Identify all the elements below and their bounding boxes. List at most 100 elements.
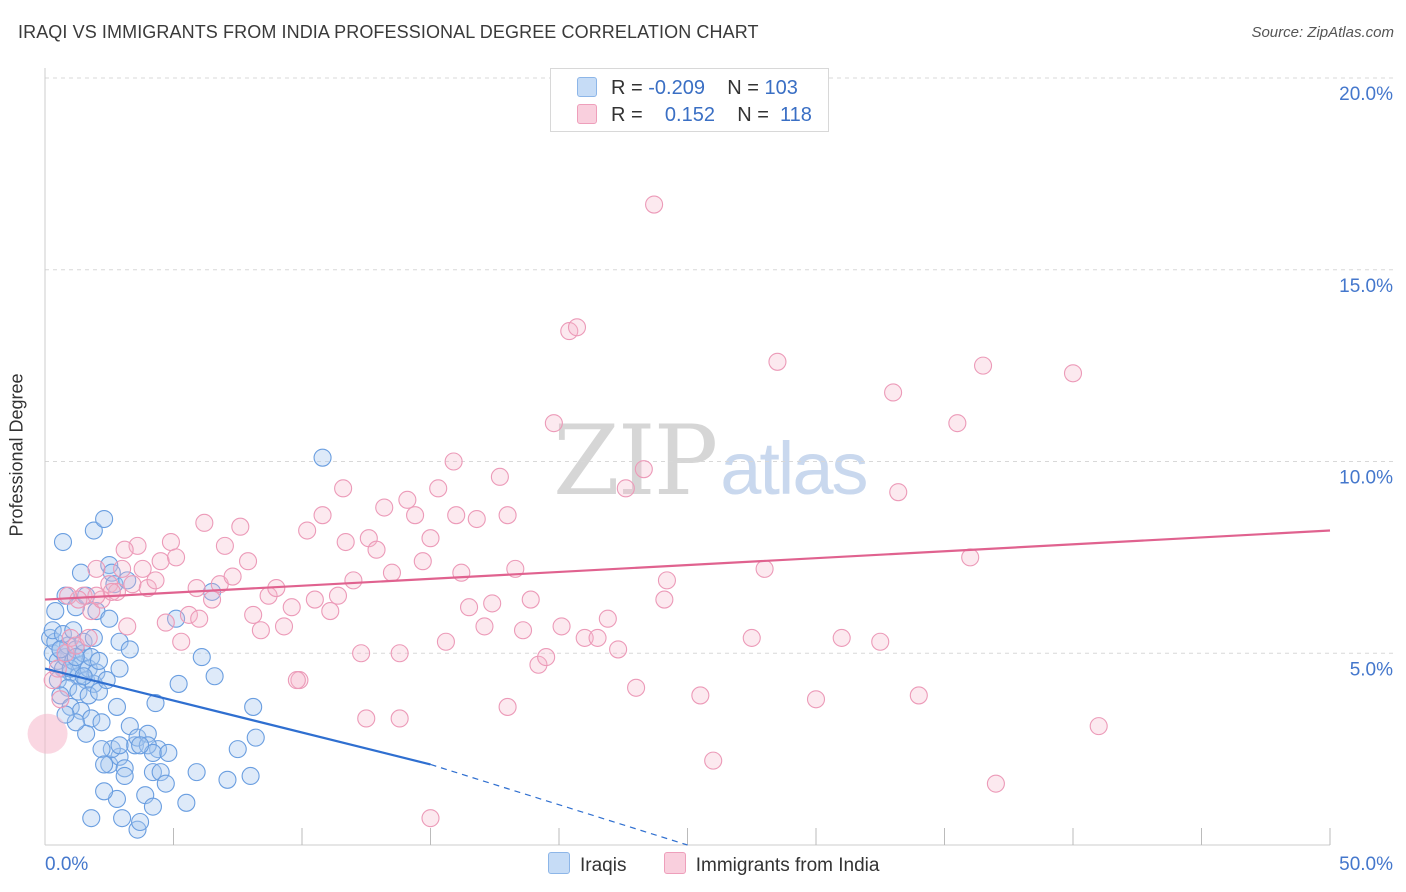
india-point: [156, 613, 175, 632]
india-trend-line: [44, 529, 1331, 601]
watermark: ZIPatlas: [553, 405, 869, 517]
series-legend: Iraqis Immigrants from India: [548, 852, 911, 877]
india-swatch: [663, 852, 686, 874]
correlation-legend: R = -0.209 N = 103 R = 0.152 N = 118: [550, 68, 829, 132]
iraqis-point: [143, 797, 162, 816]
india-point: [655, 590, 674, 609]
india-point: [973, 356, 993, 375]
india-point: [742, 628, 761, 647]
india-point: [195, 513, 214, 532]
india-point: [948, 414, 967, 433]
india-point: [48, 659, 67, 678]
legend-n-label: N =: [737, 104, 769, 126]
india-point: [447, 506, 466, 525]
india-point: [187, 579, 206, 598]
india-point: [231, 517, 250, 536]
iraqis-point: [244, 697, 263, 716]
india-point: [634, 460, 653, 479]
legend-swatch-india: [577, 104, 597, 124]
legend-swatch-iraqis: [577, 77, 597, 97]
legend-r-value: 0.152: [664, 104, 715, 126]
india-point: [102, 582, 121, 601]
x-tick-label-min: 0.0%: [45, 854, 88, 875]
india-point: [115, 540, 134, 559]
iraqis-points: [41, 448, 332, 839]
india-point: [352, 644, 371, 663]
iraqis-point: [107, 697, 127, 716]
india-point: [367, 540, 386, 559]
legend-n-value: 118: [780, 104, 812, 126]
iraqis-point: [187, 763, 206, 782]
india-point: [598, 609, 617, 628]
india-point: [413, 552, 432, 571]
series-legend-iraqis[interactable]: Iraqis: [548, 852, 626, 877]
y-tick-label: 10.0%: [1339, 468, 1393, 489]
iraqis-point: [113, 809, 132, 828]
india-point: [537, 648, 556, 667]
india-point: [436, 632, 455, 651]
iraqis-point: [66, 713, 85, 732]
iraqis-point: [92, 713, 111, 732]
india-point: [768, 352, 787, 371]
india-point: [305, 590, 324, 609]
india-point: [59, 586, 78, 605]
iraqis-label: Iraqis: [580, 855, 627, 876]
india-point: [146, 571, 165, 590]
india-point: [118, 617, 137, 636]
india-point: [282, 598, 301, 617]
india-point: [755, 559, 774, 578]
legend-n-label: N =: [727, 77, 759, 99]
legend-r-label: R =: [611, 104, 643, 126]
india-point: [406, 506, 425, 525]
iraqis-point: [100, 755, 119, 774]
india-point: [274, 617, 294, 636]
india-label: Immigrants from India: [695, 855, 880, 876]
india-point: [113, 559, 132, 578]
india-point: [467, 509, 486, 529]
axes: [44, 68, 1331, 846]
india-point: [51, 690, 70, 709]
india-point: [138, 579, 157, 598]
watermark-atlas: atlas: [720, 427, 868, 510]
india-point: [567, 318, 587, 337]
series-legend-india[interactable]: Immigrants from India: [663, 852, 880, 877]
india-point: [398, 490, 417, 509]
india-point: [871, 632, 890, 651]
iraqis-point: [71, 563, 91, 582]
iraqis-trend-extension: [430, 763, 688, 846]
india-point: [452, 563, 471, 582]
y-tick-label: 20.0%: [1339, 84, 1393, 105]
watermark-zip: ZIP: [553, 405, 718, 517]
iraqis-point: [115, 766, 134, 786]
iraqis-point: [228, 740, 247, 759]
india-point: [616, 479, 635, 498]
iraqis-point: [53, 532, 73, 552]
india-point: [190, 609, 209, 628]
iraqis-point: [159, 743, 178, 763]
india-point: [172, 632, 191, 651]
india-point: [529, 655, 548, 674]
india-points: [27, 195, 1108, 828]
legend-r-label: R =: [611, 77, 643, 99]
legend-row-india: R = 0.152 N = 118: [577, 104, 812, 127]
iraqis-point: [89, 651, 109, 670]
iraqis-point: [79, 686, 98, 705]
iraqis-point: [92, 740, 111, 759]
legend-n-value: 103: [764, 77, 798, 99]
india-point: [133, 559, 152, 578]
iraqis-point: [100, 609, 119, 628]
x-tick-label-max: 50.0%: [1339, 854, 1393, 875]
india-point: [490, 467, 509, 486]
india-point: [498, 697, 517, 716]
india-point: [151, 552, 170, 571]
india-point: [390, 709, 409, 728]
iraqis-point: [84, 628, 103, 647]
iraqis-point: [218, 770, 237, 789]
india-point: [223, 567, 242, 586]
india-point: [832, 628, 851, 647]
india-point: [421, 529, 440, 548]
iraqis-point: [146, 694, 165, 713]
iraqis-point: [241, 766, 260, 786]
india-point: [123, 575, 142, 594]
